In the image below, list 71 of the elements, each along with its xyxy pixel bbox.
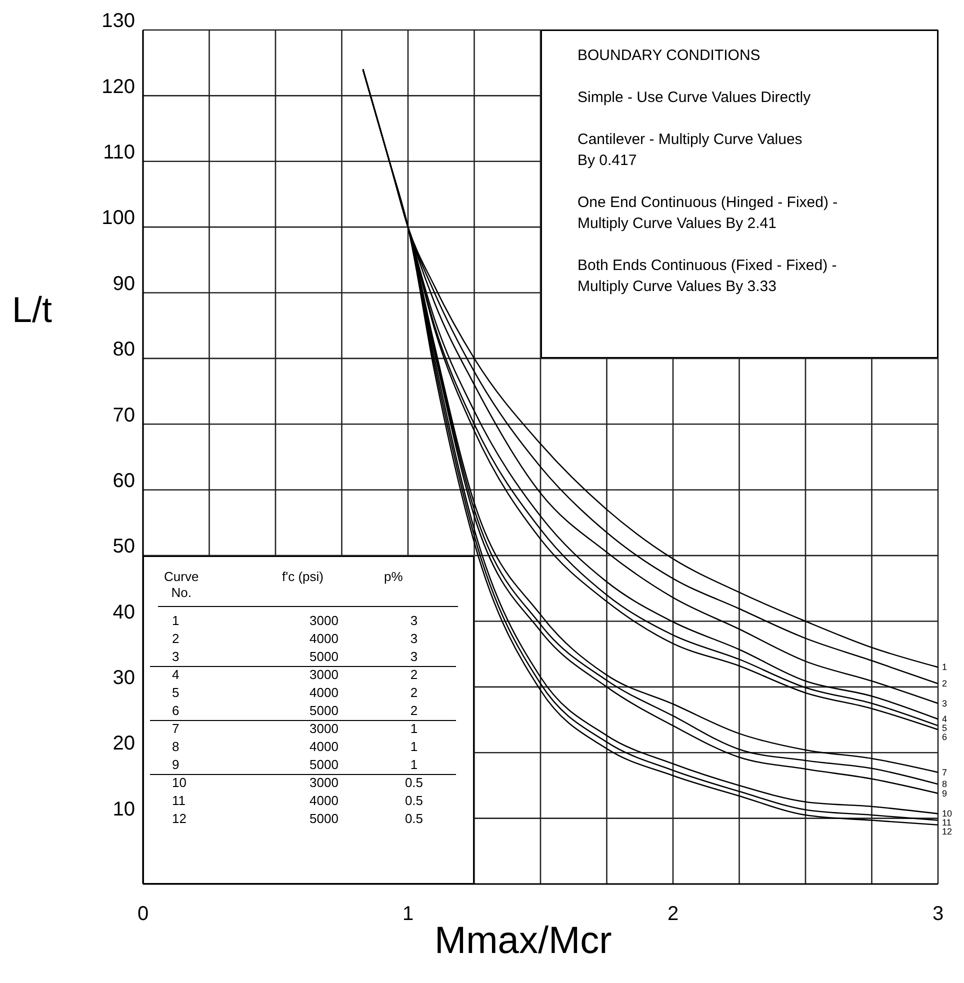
y-tick-label: 100 — [102, 207, 135, 230]
annotation: 3 — [172, 648, 180, 665]
series-label: 9 — [942, 788, 948, 798]
y-tick-label: 10 — [112, 798, 135, 820]
annotation: Curve No. — [164, 568, 199, 601]
series-label: 6 — [942, 732, 948, 742]
annotation: 12 — [172, 810, 188, 827]
annotation: 5000 — [308, 810, 340, 827]
annotation: 3 — [409, 648, 419, 665]
annotation: 3000 — [308, 720, 340, 737]
annotation: 1 — [409, 738, 419, 755]
y-axis-title: L/t — [12, 288, 52, 331]
y-tick-label: 120 — [102, 76, 135, 98]
annotation: 5000 — [308, 756, 340, 773]
annotation: 0.5 — [404, 810, 424, 827]
annotation: 3000 — [308, 774, 340, 791]
annotation: 10 — [172, 774, 188, 791]
x-tick-label: 0 — [137, 903, 149, 926]
series-label: 12 — [942, 826, 952, 837]
annotation: 3000 — [308, 612, 340, 629]
annotation: p% — [384, 568, 403, 585]
annotation: f'c (psi) — [282, 568, 324, 585]
annotation: 5 — [172, 684, 180, 701]
y-tick-label: 30 — [112, 667, 135, 690]
annotation: 2 — [409, 684, 419, 701]
x-tick-label: 2 — [667, 903, 679, 926]
annotation: 5000 — [308, 648, 340, 665]
y-tick-label: 90 — [112, 272, 135, 295]
annotation: 4000 — [308, 792, 340, 809]
annotation: 3 — [409, 612, 419, 629]
series-label: 2 — [942, 678, 948, 689]
annotation: 7 — [172, 720, 180, 737]
series-label: 10 — [942, 808, 952, 819]
series-label: 3 — [942, 698, 948, 708]
annotation: 2 — [409, 666, 419, 683]
annotation: 4000 — [308, 684, 340, 701]
annotation: 4 — [172, 666, 180, 683]
annotation: 9 — [172, 756, 180, 773]
annotation: 5000 — [308, 702, 340, 719]
annotation: 0.5 — [404, 774, 424, 791]
series-label: 5 — [942, 723, 948, 734]
y-tick-label: 80 — [112, 338, 135, 361]
annotation: 4000 — [308, 630, 340, 647]
y-tick-label: 60 — [112, 470, 135, 492]
x-tick-label: 1 — [402, 903, 414, 926]
annotation: 6 — [172, 702, 180, 719]
annotation: 0.5 — [404, 792, 424, 809]
annotation: 1 — [409, 756, 419, 773]
series-label: 7 — [942, 767, 948, 778]
annotation: 3 — [409, 630, 419, 647]
annotation: 1 — [409, 720, 419, 737]
conditions-text-box: BOUNDARY CONDITIONS Simple - Use Curve Values Directly Cantilever - Multiply Curve Values By 0.417 One End Continuous (Hinged - Fixed) - Multiply Curve Values By 2.41 Both Ends Continuous (Fixed - Fixed) - Multiply Curve Values By 3.33 — [540, 30, 938, 358]
series-label: 8 — [942, 779, 948, 790]
annotation: 3000 — [308, 666, 340, 683]
y-tick-label: 110 — [103, 141, 135, 164]
y-tick-label: 40 — [112, 601, 135, 624]
series-label: 4 — [942, 714, 948, 724]
annotation: 2 — [409, 702, 419, 719]
annotation: 4000 — [308, 738, 340, 755]
annotation: 8 — [172, 738, 180, 755]
y-tick-label: 70 — [112, 404, 135, 426]
annotation: 2 — [172, 630, 180, 647]
series-label: 11 — [942, 818, 952, 828]
x-tick-label: 3 — [932, 903, 944, 926]
y-tick-label: 20 — [112, 732, 135, 755]
series-label: 1 — [942, 662, 948, 672]
x-axis-title: Mmax/Mcr — [434, 920, 612, 963]
y-tick-label: 130 — [102, 10, 135, 32]
annotation: 1 — [172, 612, 180, 629]
y-tick-label: 50 — [112, 536, 135, 558]
annotation: 11 — [172, 792, 186, 809]
